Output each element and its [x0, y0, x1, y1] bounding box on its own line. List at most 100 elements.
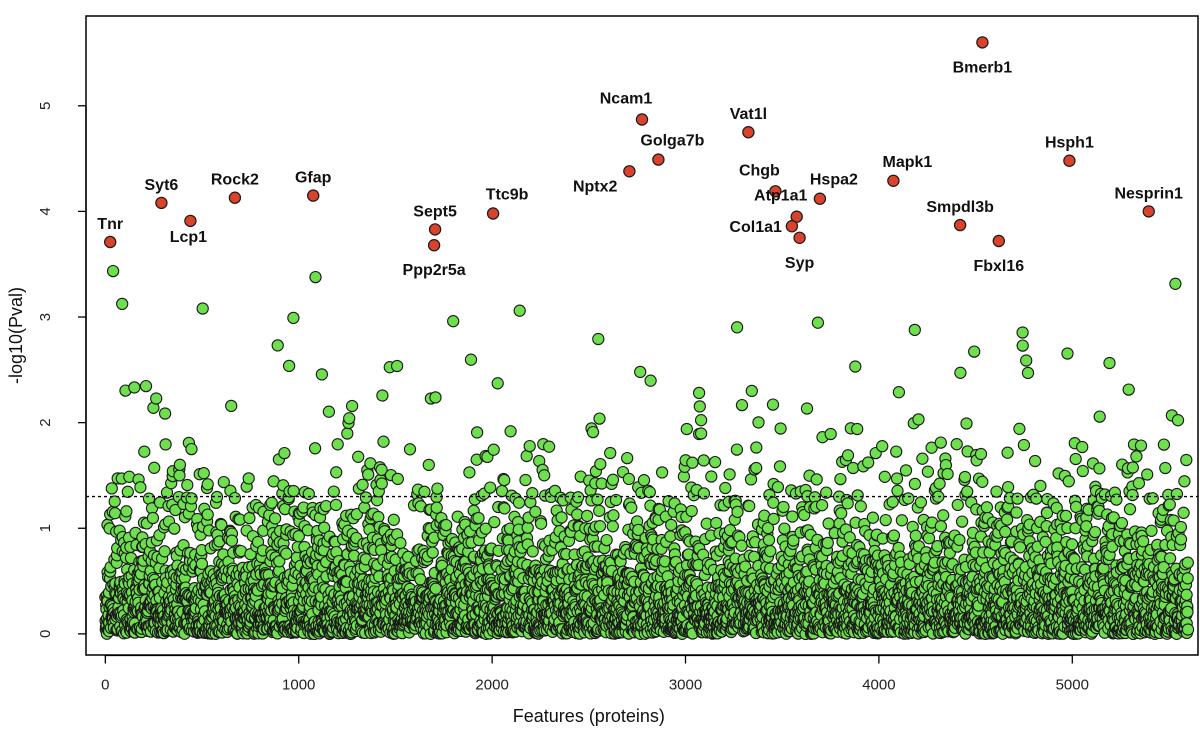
background-point — [268, 512, 282, 525]
background-point — [846, 461, 860, 475]
background-point — [851, 422, 864, 436]
background-point — [694, 427, 708, 440]
background-point — [665, 518, 678, 532]
background-point — [697, 454, 710, 467]
background-point — [960, 417, 973, 430]
background-point — [463, 466, 476, 479]
background-point — [950, 438, 963, 451]
background-point — [862, 456, 875, 469]
background-point — [771, 480, 785, 494]
background-point — [951, 498, 964, 512]
background-point — [534, 517, 548, 530]
background-point — [512, 496, 526, 509]
background-point — [116, 297, 129, 311]
background-point — [195, 557, 209, 570]
background-point — [168, 522, 181, 535]
background-point — [637, 474, 651, 487]
background-point — [778, 522, 791, 535]
background-point — [201, 478, 214, 491]
background-point — [878, 470, 891, 483]
background-point — [841, 449, 855, 462]
background-point — [225, 534, 239, 547]
background-point — [372, 510, 385, 524]
background-point — [719, 481, 732, 495]
background-point — [824, 427, 837, 441]
background-point — [302, 487, 315, 501]
background-point — [767, 512, 780, 526]
background-point — [196, 302, 209, 315]
background-point — [343, 412, 356, 425]
background-point — [555, 511, 568, 524]
background-point — [934, 520, 948, 533]
background-point — [705, 470, 718, 483]
background-point — [484, 481, 497, 494]
background-point — [999, 525, 1012, 538]
background-point — [521, 521, 534, 534]
background-point — [743, 499, 756, 513]
background-point — [750, 461, 763, 475]
background-point — [498, 502, 511, 515]
background-point — [488, 515, 501, 529]
background-point — [1010, 506, 1023, 519]
background-point — [470, 426, 484, 439]
background-point — [431, 482, 444, 495]
background-point — [403, 443, 417, 456]
background-point — [895, 514, 909, 527]
background-point — [773, 460, 787, 473]
background-point — [394, 536, 407, 550]
background-point — [834, 472, 847, 486]
background-point — [1011, 492, 1024, 505]
background-point — [1000, 513, 1014, 526]
background-point — [750, 441, 763, 454]
background-point — [854, 500, 867, 513]
background-point — [908, 323, 921, 337]
background-point — [447, 315, 460, 328]
background-point — [876, 440, 889, 453]
background-point — [356, 478, 369, 491]
background-point — [1061, 347, 1074, 360]
background-point — [958, 470, 972, 484]
background-point — [968, 345, 981, 358]
background-point — [341, 427, 354, 440]
background-point — [1001, 446, 1014, 459]
background-point — [158, 545, 171, 558]
background-point — [440, 518, 453, 532]
background-point — [228, 491, 242, 505]
background-point — [849, 360, 862, 373]
background-point — [1021, 366, 1035, 380]
background-point — [774, 422, 787, 435]
background-point — [201, 508, 214, 521]
background-point — [685, 504, 698, 518]
background-point — [815, 499, 829, 512]
background-point — [934, 436, 947, 449]
background-point — [961, 485, 974, 498]
background-point — [265, 496, 278, 509]
background-point — [902, 492, 915, 505]
background-point — [498, 473, 511, 487]
background-point — [766, 398, 780, 411]
background-point — [128, 381, 141, 394]
background-point — [105, 482, 118, 495]
background-point — [519, 473, 532, 487]
background-point — [210, 490, 224, 504]
background-point — [990, 485, 1003, 498]
background-point — [762, 533, 776, 547]
background-point — [745, 384, 758, 398]
background-point — [322, 405, 336, 418]
background-point — [120, 505, 133, 518]
background-point — [692, 386, 706, 400]
background-point — [886, 495, 899, 509]
background-point — [138, 445, 151, 458]
background-point — [150, 392, 163, 405]
background-point — [215, 518, 228, 532]
background-point — [735, 539, 748, 552]
background-point — [866, 511, 880, 524]
background-point — [430, 501, 443, 514]
background-point — [429, 391, 442, 404]
background-point — [586, 425, 600, 439]
background-point — [634, 365, 647, 379]
background-point — [764, 545, 777, 558]
background-point — [538, 469, 551, 482]
background-point — [185, 442, 198, 456]
